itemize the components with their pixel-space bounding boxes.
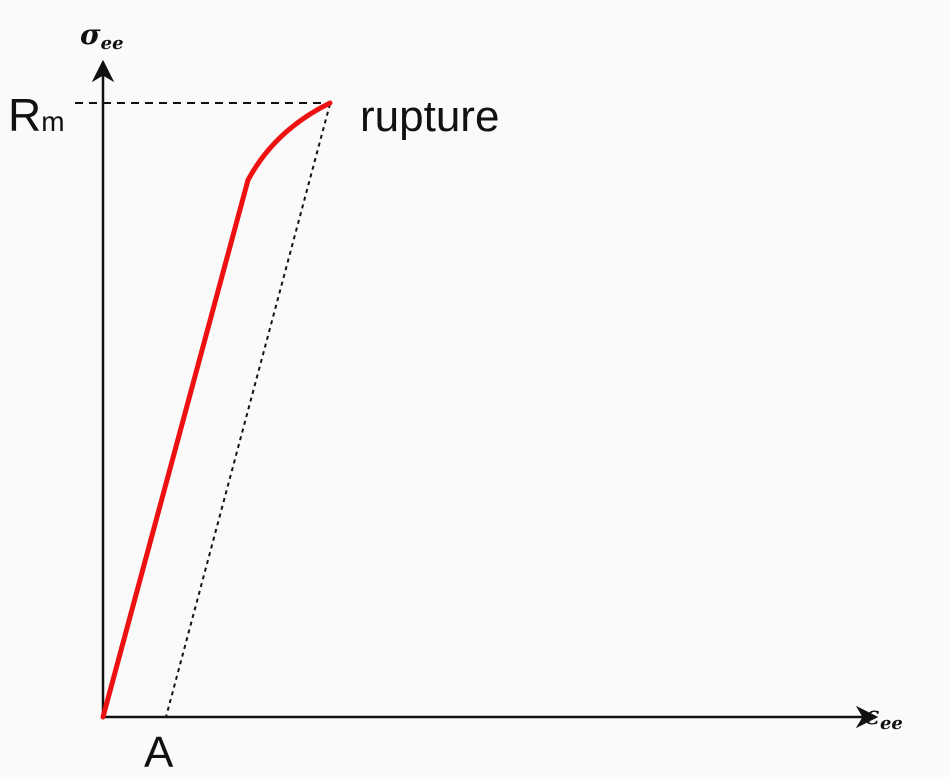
a-label: A <box>144 728 174 777</box>
rupture-label: rupture <box>360 92 499 141</box>
elastic-unloading-line <box>165 103 331 718</box>
rm-label: Rm <box>8 89 65 141</box>
stress-strain-curve <box>100 100 333 720</box>
y-axis-label: σee <box>80 18 124 54</box>
x-axis-label: εee <box>866 701 903 734</box>
